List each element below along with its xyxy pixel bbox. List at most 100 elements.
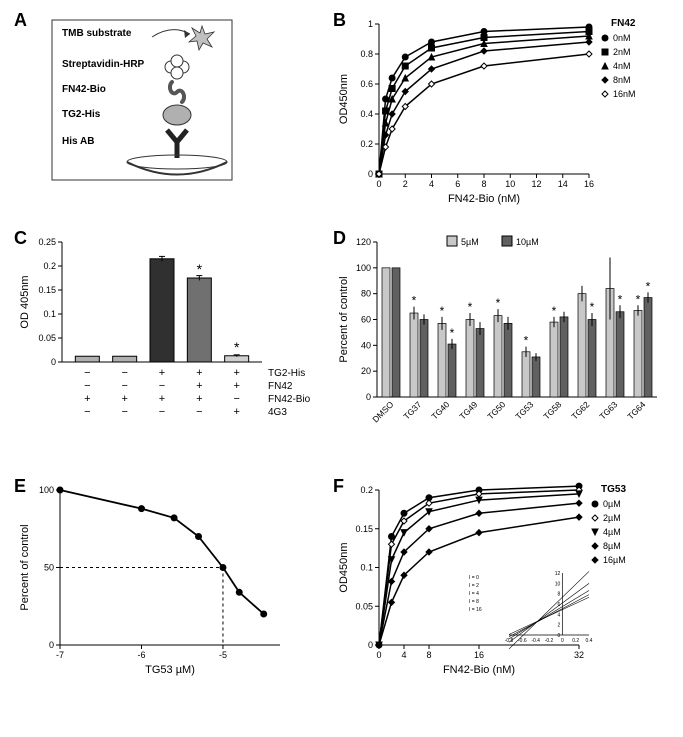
svg-text:*: *	[450, 326, 455, 340]
svg-text:*: *	[412, 294, 417, 308]
svg-text:+: +	[196, 380, 202, 392]
svg-text:4µM: 4µM	[603, 527, 621, 537]
svg-text:−: −	[121, 380, 127, 392]
figure-grid: A TMB substrate Streptavidin-HRP FN42-Bi…	[12, 12, 671, 688]
panel-label-a: A	[14, 10, 27, 31]
svg-text:+: +	[196, 367, 202, 379]
svg-text:-6: -6	[137, 650, 145, 660]
svg-text:*: *	[552, 304, 557, 318]
svg-text:−: −	[84, 406, 90, 418]
svg-text:+: +	[159, 393, 165, 405]
svg-text:80: 80	[361, 289, 371, 299]
chart-e: -7-6-5050100TG53 µM)Percent of control	[12, 478, 312, 688]
svg-text:4G3: 4G3	[268, 407, 287, 418]
svg-text:I = 2: I = 2	[469, 583, 479, 589]
svg-text:I = 8: I = 8	[469, 599, 479, 605]
svg-text:-0.2: -0.2	[545, 638, 554, 644]
chart-b: 024681012141600.20.40.60.81FN42-Bio (nM)…	[331, 12, 661, 212]
svg-text:+: +	[84, 393, 90, 405]
svg-text:10µM: 10µM	[516, 237, 539, 247]
svg-text:TG62: TG62	[569, 399, 591, 421]
svg-text:8: 8	[426, 650, 431, 660]
svg-text:0: 0	[376, 179, 381, 189]
svg-text:5µM: 5µM	[461, 237, 479, 247]
svg-text:0nM: 0nM	[613, 33, 631, 43]
svg-text:16nM: 16nM	[613, 89, 636, 99]
svg-text:120: 120	[356, 237, 371, 247]
svg-text:50: 50	[44, 563, 54, 573]
svg-text:*: *	[197, 261, 203, 277]
svg-text:TG2-His: TG2-His	[268, 368, 305, 379]
svg-text:Percent of control: Percent of control	[19, 524, 31, 610]
svg-text:4: 4	[429, 179, 434, 189]
svg-text:TG53: TG53	[601, 484, 626, 495]
svg-text:+: +	[233, 367, 239, 379]
svg-text:0: 0	[376, 650, 381, 660]
svg-text:0.2: 0.2	[572, 638, 579, 644]
panel-e: E -7-6-5050100TG53 µM)Percent of control	[12, 478, 321, 688]
svg-text:14: 14	[558, 179, 568, 189]
fn42bio-label: FN42-Bio	[62, 84, 106, 95]
svg-text:2nM: 2nM	[613, 47, 631, 57]
svg-text:I = 0: I = 0	[469, 575, 479, 581]
svg-text:-7: -7	[56, 650, 64, 660]
panel-label-e: E	[14, 476, 26, 497]
svg-text:0.6: 0.6	[360, 79, 373, 89]
svg-text:0: 0	[51, 357, 56, 367]
svg-text:*: *	[440, 304, 445, 318]
svg-text:*: *	[524, 334, 529, 348]
svg-text:*: *	[618, 292, 623, 306]
svg-text:0: 0	[368, 169, 373, 179]
chart-f: 048163200.050.10.150.2FN42-Bio (nM)OD450…	[331, 478, 671, 688]
panel-label-b: B	[333, 10, 346, 31]
panel-label-d: D	[333, 228, 346, 249]
svg-text:0.05: 0.05	[38, 333, 56, 343]
chart-c: 00.050.10.150.20.25OD 405nm**−−+++TG2-Hi…	[12, 230, 312, 460]
svg-text:2µM: 2µM	[603, 513, 621, 523]
svg-text:−: −	[121, 367, 127, 379]
schematic-a: TMB substrate Streptavidin-HRP FN42-Bio …	[12, 12, 312, 212]
hisab-label: His AB	[62, 136, 94, 147]
panel-d: D 020406080100120Percent of controlDMSO*…	[331, 230, 671, 460]
svg-text:0.1: 0.1	[43, 309, 56, 319]
svg-text:Percent of control: Percent of control	[338, 276, 350, 362]
svg-text:DMSO: DMSO	[370, 399, 395, 424]
burst-icon	[189, 26, 214, 50]
svg-text:−: −	[84, 380, 90, 392]
svg-text:0.2: 0.2	[360, 485, 373, 495]
svg-text:+: +	[196, 393, 202, 405]
svg-text:FN42-Bio (nM): FN42-Bio (nM)	[443, 664, 515, 676]
svg-text:+: +	[233, 406, 239, 418]
svg-text:1: 1	[368, 19, 373, 29]
svg-text:0.8: 0.8	[360, 49, 373, 59]
svg-text:12: 12	[531, 179, 541, 189]
svg-text:0µM: 0µM	[603, 499, 621, 509]
svg-text:0: 0	[558, 633, 561, 639]
svg-text:TG49: TG49	[457, 399, 479, 421]
svg-text:TG37: TG37	[401, 399, 423, 421]
svg-text:12: 12	[555, 571, 561, 577]
panel-label-f: F	[333, 476, 344, 497]
svg-text:FN42-Bio (nM): FN42-Bio (nM)	[448, 193, 520, 205]
strep-label: Streptavidin-HRP	[62, 59, 145, 70]
svg-text:0: 0	[368, 640, 373, 650]
svg-text:*: *	[646, 279, 651, 293]
svg-text:TG64: TG64	[625, 399, 647, 421]
svg-text:0.4: 0.4	[586, 638, 593, 644]
svg-text:*: *	[468, 300, 473, 314]
svg-text:I = 16: I = 16	[469, 607, 482, 613]
svg-text:+: +	[159, 367, 165, 379]
panel-c: C 00.050.10.150.20.25OD 405nm**−−+++TG2-…	[12, 230, 321, 460]
svg-text:-0.4: -0.4	[531, 638, 540, 644]
svg-text:8: 8	[558, 592, 561, 598]
svg-text:4: 4	[401, 650, 406, 660]
svg-text:*: *	[636, 292, 641, 306]
svg-text:TG58: TG58	[541, 399, 563, 421]
svg-text:OD450nm: OD450nm	[338, 542, 350, 592]
svg-text:60: 60	[361, 315, 371, 325]
panel-label-c: C	[14, 228, 27, 249]
svg-text:8nM: 8nM	[613, 75, 631, 85]
svg-text:+: +	[233, 380, 239, 392]
svg-text:OD 405nm: OD 405nm	[19, 275, 31, 328]
tg2-icon	[163, 105, 191, 125]
